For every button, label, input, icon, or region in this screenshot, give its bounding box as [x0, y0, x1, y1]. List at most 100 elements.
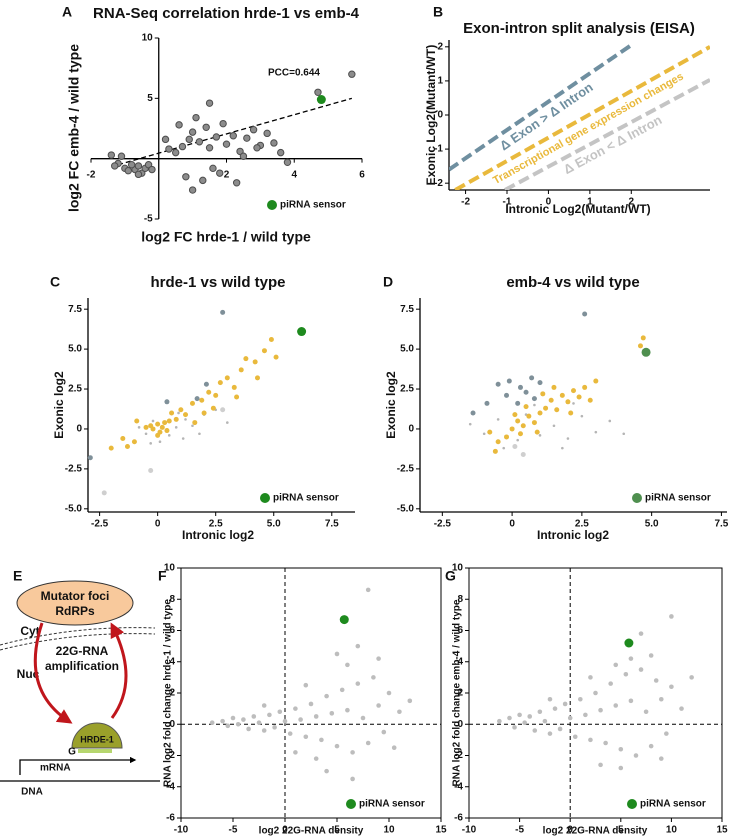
- point: [507, 715, 512, 721]
- point: [679, 706, 684, 711]
- dna-label: DNA: [21, 787, 43, 798]
- point: [572, 734, 578, 740]
- point: [161, 135, 170, 144]
- point: [515, 400, 521, 406]
- point: [324, 768, 329, 774]
- point: [252, 359, 258, 365]
- protein-label: HRDE-1: [80, 734, 114, 744]
- point: [554, 407, 560, 413]
- point: [365, 740, 371, 746]
- point: [171, 148, 180, 157]
- x-tick-label: 10: [383, 825, 395, 836]
- mrna-label: mRNA: [40, 763, 71, 774]
- point: [561, 446, 564, 450]
- x-tick-label: 10: [666, 825, 678, 836]
- point: [127, 161, 136, 169]
- panel-e: E Mutator foci RdRPs Cyt Nuc 22G-RNA amp…: [0, 568, 160, 798]
- panel-letter: C: [50, 274, 60, 290]
- y-axis-label: Exonic log2: [52, 371, 66, 439]
- point: [640, 335, 646, 341]
- arrow: [33, 622, 73, 724]
- cyt-label: Cyt: [20, 624, 39, 638]
- point: [613, 662, 619, 668]
- x-tick-label: 2.5: [575, 519, 589, 530]
- point: [246, 726, 251, 732]
- point: [107, 151, 116, 159]
- point: [206, 389, 212, 395]
- y-tick-label: -4: [454, 781, 463, 792]
- point: [572, 402, 575, 405]
- y-tick-label: 2.5: [400, 384, 414, 395]
- point: [188, 128, 197, 136]
- point: [243, 134, 251, 142]
- x-tick-label: 0: [509, 519, 515, 530]
- point: [603, 740, 608, 746]
- point: [251, 714, 257, 719]
- point: [484, 400, 490, 406]
- x-tick-label: 7.5: [325, 519, 339, 530]
- point: [565, 399, 571, 405]
- point: [166, 418, 172, 424]
- x-tick-label: -5: [515, 825, 524, 836]
- y-tick-label: 2: [457, 688, 463, 699]
- g-label: G: [68, 747, 76, 758]
- point: [386, 690, 392, 696]
- point: [297, 327, 307, 337]
- y-tick-label: 10: [452, 563, 464, 574]
- legend-label: piRNA sensor: [273, 493, 339, 504]
- point: [527, 714, 533, 719]
- point: [303, 682, 309, 688]
- legend-label: piRNA sensor: [280, 200, 346, 211]
- point: [643, 709, 649, 715]
- point: [588, 675, 593, 680]
- x-tick-label: -5: [229, 825, 238, 836]
- point: [559, 392, 565, 398]
- y-tick-label: -5.0: [397, 503, 415, 514]
- point: [495, 439, 501, 445]
- point: [134, 170, 143, 179]
- panel: B Exon-intron split analysis (EISA) Intron…: [424, 4, 710, 216]
- legend-marker: [260, 493, 270, 503]
- point: [622, 432, 626, 436]
- point: [253, 144, 261, 152]
- panel-letter: F: [158, 568, 167, 584]
- legend-marker: [632, 493, 642, 503]
- point: [231, 384, 237, 390]
- point: [195, 138, 204, 146]
- point: [261, 703, 267, 708]
- point: [523, 389, 529, 395]
- point: [182, 173, 190, 181]
- nuc-label: Nuc: [17, 667, 40, 681]
- point: [209, 164, 217, 173]
- point: [151, 419, 155, 423]
- point: [566, 437, 570, 440]
- point: [517, 384, 523, 390]
- x-tick-label: 6: [359, 169, 365, 180]
- y-tick-label: 0: [408, 424, 414, 435]
- y-tick-label: 5.0: [400, 344, 414, 355]
- y-tick-label: 2.5: [68, 384, 82, 395]
- point: [345, 662, 350, 668]
- point: [618, 765, 624, 771]
- x-tick-label: 15: [435, 825, 447, 836]
- point: [120, 436, 126, 442]
- y-axis-label: Exonic Log2(Mutant/WT): [424, 45, 438, 186]
- point: [669, 684, 674, 690]
- point: [238, 367, 244, 373]
- point: [613, 703, 619, 708]
- point: [538, 434, 542, 437]
- point: [515, 418, 521, 424]
- y-tick-label: 0: [437, 110, 443, 121]
- legend-marker: [346, 799, 356, 809]
- y-axis-label: RNA log2 fold change hrde-1 / wild type: [163, 599, 174, 787]
- y-tick-label: -5.0: [65, 503, 83, 514]
- y-tick-label: 0: [76, 424, 82, 435]
- point: [329, 711, 335, 716]
- point: [608, 681, 613, 686]
- point: [239, 152, 248, 160]
- point: [131, 439, 137, 445]
- legend-label: piRNA sensor: [359, 799, 425, 810]
- point: [201, 410, 207, 416]
